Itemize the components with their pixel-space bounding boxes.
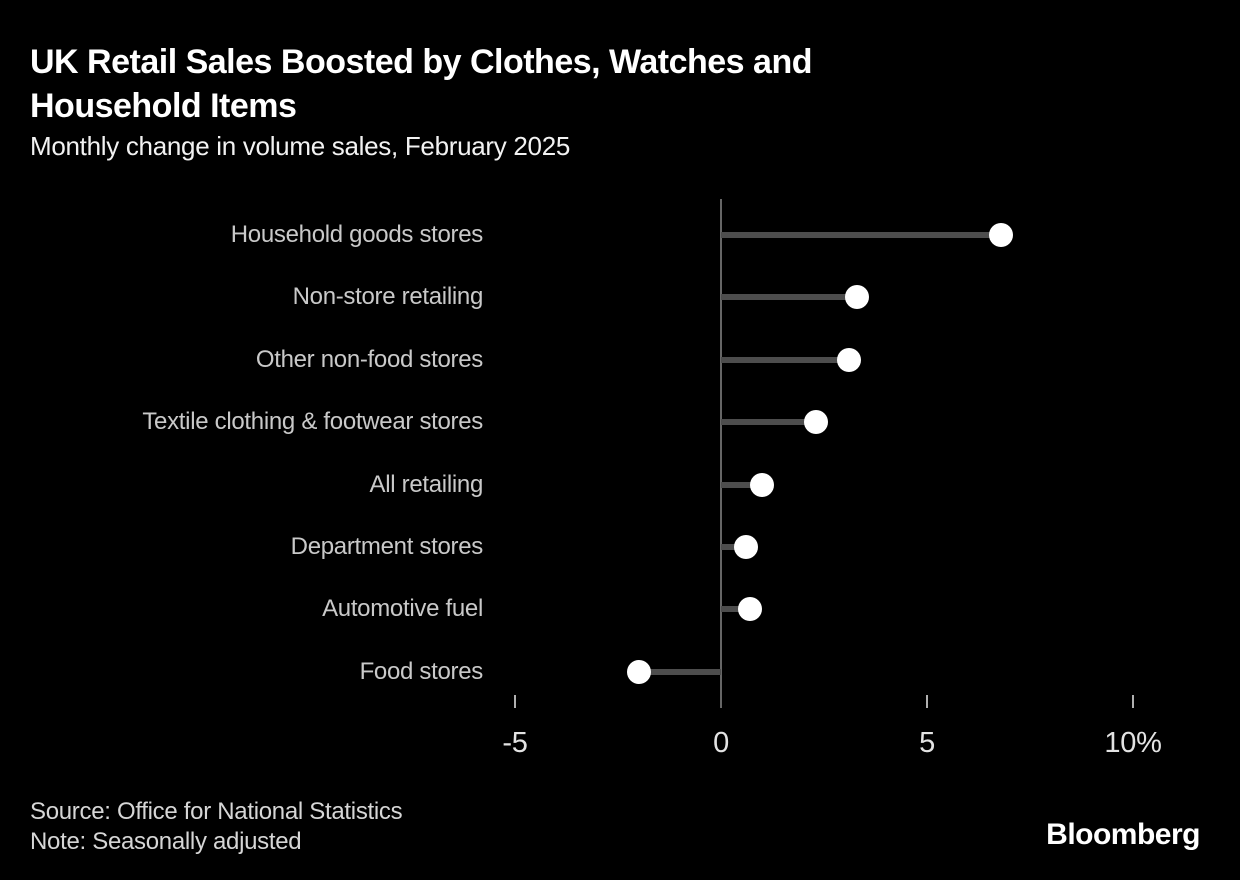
lollipop-stem (721, 419, 816, 426)
lollipop-stem (721, 606, 750, 613)
data-point-dot (836, 347, 861, 372)
category-label: Household goods stores (230, 221, 484, 248)
data-point-dot (737, 597, 762, 622)
x-axis-tick-label: 0 (713, 727, 729, 759)
lollipop-stem (721, 294, 857, 301)
zero-axis-line (720, 199, 722, 708)
lollipop-stem (721, 544, 746, 550)
x-axis-tick-label: -5 (502, 727, 528, 759)
category-label: All retailing (369, 470, 484, 498)
data-point-dot (989, 223, 1014, 247)
category-label: Automotive fuel (322, 595, 483, 623)
x-axis-tick (1132, 695, 1134, 708)
data-point-dot (750, 472, 775, 497)
data-point-dot (733, 535, 758, 559)
adjustment-note: Note: Seasonally adjusted (30, 828, 302, 855)
chart-title: UK Retail Sales Boosted by Clothes, Watc… (30, 43, 812, 125)
x-axis-tick (514, 695, 516, 708)
bloomberg-logo: Bloomberg (1046, 818, 1200, 851)
lollipop-stem (721, 356, 849, 363)
x-axis-tick-label: 10% (1104, 727, 1162, 759)
category-label: Non-store retailing (292, 283, 484, 311)
lollipop-stem (721, 481, 763, 488)
data-point-dot (803, 410, 828, 435)
source-note: Source: Office for National Statistics (30, 798, 403, 825)
category-label: Textile clothing & footwear stores (142, 408, 483, 436)
x-axis-tick-label: 5 (919, 727, 935, 759)
lollipop-stem (638, 668, 721, 675)
lollipop-stem (721, 232, 1002, 238)
category-label: Department stores (290, 533, 484, 560)
chart-subtitle: Monthly change in volume sales, February… (30, 131, 571, 161)
data-point-dot (844, 285, 869, 310)
x-axis-tick (926, 695, 928, 708)
data-point-dot (626, 659, 651, 684)
category-label: Food stores (359, 657, 484, 685)
category-label: Other non-food stores (255, 345, 483, 373)
